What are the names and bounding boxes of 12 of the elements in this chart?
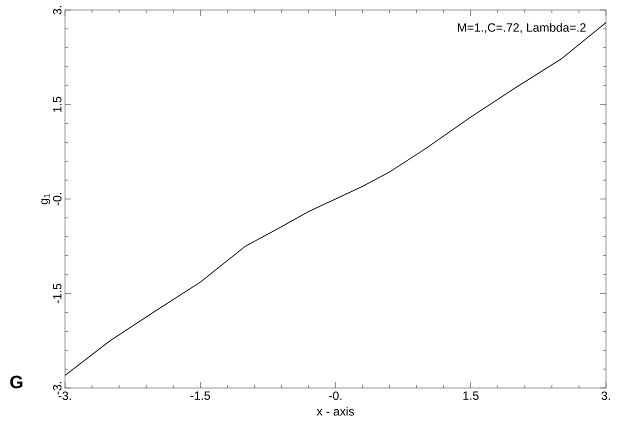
x-tick-label: 1.5	[463, 392, 479, 400]
x-tick-label: -1.5	[190, 392, 210, 400]
annotation: M=1.,C=.72, Lambda=.2	[458, 22, 586, 34]
x-axis-title: x - axis	[316, 406, 354, 416]
y-tick-label: -0.	[53, 193, 62, 206]
y-axis-title: g$_{1}$	[41, 194, 50, 204]
x-tick-label: 3.	[601, 392, 610, 400]
text: G	[10, 376, 22, 388]
y-tick-label: -1.5	[53, 284, 62, 304]
x-tick-label: -0.	[329, 392, 342, 400]
y-tick-label: 3.	[53, 6, 62, 15]
y-tick-label: 1.5	[53, 96, 62, 112]
